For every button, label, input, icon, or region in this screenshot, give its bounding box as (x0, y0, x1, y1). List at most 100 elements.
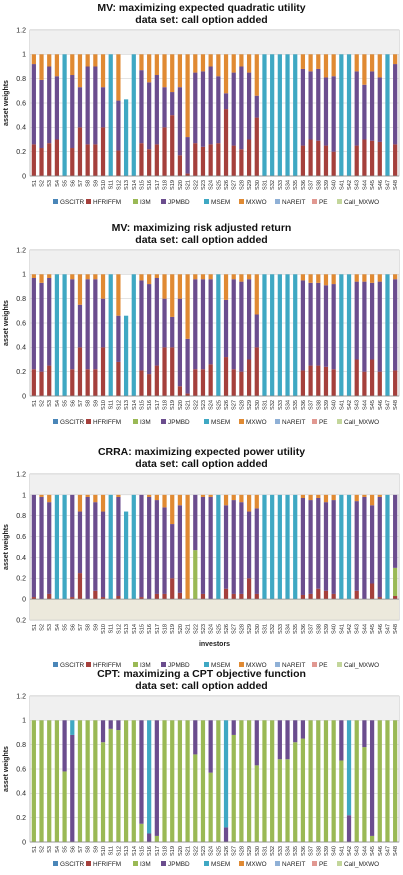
x-tick-label: S14 (132, 624, 138, 634)
legend-label-hfriffm: HFRIFFM (93, 199, 121, 206)
bar-segment-i3m-s3 (47, 720, 52, 842)
bar-segment-mxwo-s17 (154, 494, 159, 501)
x-tick-label: S46 (378, 624, 384, 634)
bar-segment-jpmbd-s15 (139, 280, 144, 371)
bar-segment-hfriffm-s15 (139, 370, 144, 396)
bar-segment-jpmbd-s25 (216, 76, 221, 144)
bar-segment-mxwo-s38 (316, 54, 321, 69)
bar-segment-jpmbd-s19 (170, 92, 175, 116)
legend-label-gscitr: GSCITR (60, 662, 85, 669)
legend-swatch-call_mxwo (337, 861, 342, 866)
x-tick-label: S30 (255, 846, 261, 856)
bar-segment-jpmbd-s24 (208, 496, 213, 600)
legend-swatch-pe (312, 419, 317, 424)
plot-area (29, 473, 400, 621)
x-tick-label: S45 (370, 180, 376, 190)
bar-segment-mxwo-s22 (193, 274, 198, 280)
x-tick-label: S33 (278, 180, 284, 190)
bar-segment-i3m-s36 (300, 738, 306, 842)
y-tick-label: 1 (22, 52, 26, 59)
bar-segment-jpmbd-s22 (193, 279, 198, 370)
bar-segment-mxwo-s8 (85, 274, 90, 280)
bar-segment-hfriffm-s36 (300, 370, 306, 396)
x-tick-label: S25 (216, 846, 222, 856)
plot-band-top (30, 474, 399, 495)
bar-segment-jpmbd-s17 (154, 720, 159, 836)
bar-segment-i3m-s12 (116, 730, 121, 842)
legend-swatch-msem (204, 199, 209, 204)
x-tick-label: S32 (270, 846, 276, 856)
bar-segment-jpmbd-s20 (177, 505, 183, 593)
x-tick-label: S20 (178, 624, 184, 634)
legend-label-call_mxwo: Call_MXWO (344, 861, 379, 868)
x-tick-label: S11 (109, 180, 115, 190)
bar-segment-msem-s33 (277, 54, 282, 176)
bar-segment-hfriffm-s19 (170, 347, 175, 396)
legend-label-gscitr: GSCITR (60, 861, 85, 868)
bar-segment-hfriffm-s38 (316, 365, 321, 396)
bar-segment-mxwo-s48 (393, 54, 398, 65)
bar-segment-i3m-s34 (285, 759, 290, 842)
bar-segment-jpmbd-s23 (200, 71, 206, 147)
x-tick-label: S28 (239, 400, 245, 410)
legend-swatch-call_mxwo (337, 419, 342, 424)
x-tick-label: S42 (347, 624, 353, 634)
bar-segment-jpmbd-s6 (70, 494, 75, 598)
bar-segment-msem-s47 (385, 274, 390, 396)
bar-segment-mxwo-s19 (170, 54, 175, 93)
bar-segment-i3m-s46 (377, 720, 382, 842)
bar-segment-mxwo-s45 (369, 274, 375, 283)
legend-label-call_mxwo: Call_MXWO (344, 419, 379, 426)
bar-segment-hfriffm-s44 (362, 371, 367, 396)
bar-segment-hfriffm-s38 (316, 588, 321, 600)
x-tick-label: S31 (262, 624, 268, 634)
bar-segment-mxwo-s23 (200, 494, 206, 497)
bar-segment-jpmbd-s26 (223, 827, 229, 842)
x-tick-label: S38 (316, 180, 322, 190)
bar-segment-i3m-s30 (254, 765, 259, 842)
bar-segment-hfriffm-s17 (154, 144, 159, 176)
x-tick-label: S31 (262, 400, 268, 410)
x-tick-label: S39 (324, 624, 330, 634)
x-tick-label: S5 (63, 846, 69, 853)
bar-segment-jpmbd-s18 (162, 87, 167, 128)
bar-segment-mxwo-s10 (100, 274, 106, 299)
bar-segment-msem-s13 (123, 99, 129, 176)
x-tick-label: S19 (170, 400, 176, 410)
bar-segment-jpmbd-s24 (208, 66, 213, 145)
legend-label-pe: PE (319, 419, 328, 426)
bar-segment-mxwo-s2 (39, 274, 44, 283)
x-tick-label: S41 (339, 846, 345, 856)
bar-segment-mxwo-s30 (254, 494, 259, 509)
x-tick-label: S38 (316, 624, 322, 634)
legend-label-hfriffm: HFRIFFM (93, 662, 121, 669)
legend-swatch-i3m (133, 861, 138, 866)
bar-segment-jpmbd-s45 (369, 282, 375, 360)
x-tick-label: S40 (332, 624, 338, 634)
bar-segment-hfriffm-s39 (323, 366, 329, 396)
bar-segment-hfriffm-s46 (377, 371, 382, 396)
y-axis-label: asset weights (3, 300, 10, 346)
y-tick-label: 0.2 (16, 576, 26, 583)
bar-segment-jpmbd-s18 (162, 507, 167, 594)
chart-title: MV: maximizing risk adjusted return (111, 222, 292, 234)
bar-segment-i3m-s25 (216, 720, 221, 842)
chart-subtitle: data set: call option added (135, 14, 268, 26)
bar-segment-hfriffm-s26 (223, 588, 229, 600)
chart-mv-quadratic: 0 0.2 0.4 0.6 0.8 1 1.2 asset weights S1 S2 S3 S4 S5… (3, 27, 400, 206)
bar-segment-mxwo-s27 (231, 274, 236, 280)
bar-segment-hfriffm-s16 (147, 374, 152, 396)
bar-segment-hfriffm-s17 (154, 365, 159, 396)
x-tick-label: S17 (155, 400, 161, 410)
bar-segment-jpmbd-s29 (246, 511, 252, 579)
bar-segment-jpmbd-s36 (300, 497, 306, 595)
legend-label-nareit: NAREIT (282, 861, 306, 868)
x-tick-label: S35 (293, 180, 299, 190)
bar-segment-i3m-s20 (177, 720, 183, 842)
legend-label-pe: PE (319, 662, 328, 669)
bar-segment-msem-s35 (293, 494, 298, 600)
legend-label-mxwo: MXWO (246, 662, 267, 669)
bar-segment-mxwo-s12 (116, 274, 121, 316)
bar-segment-jpmbd-s15 (139, 720, 144, 824)
